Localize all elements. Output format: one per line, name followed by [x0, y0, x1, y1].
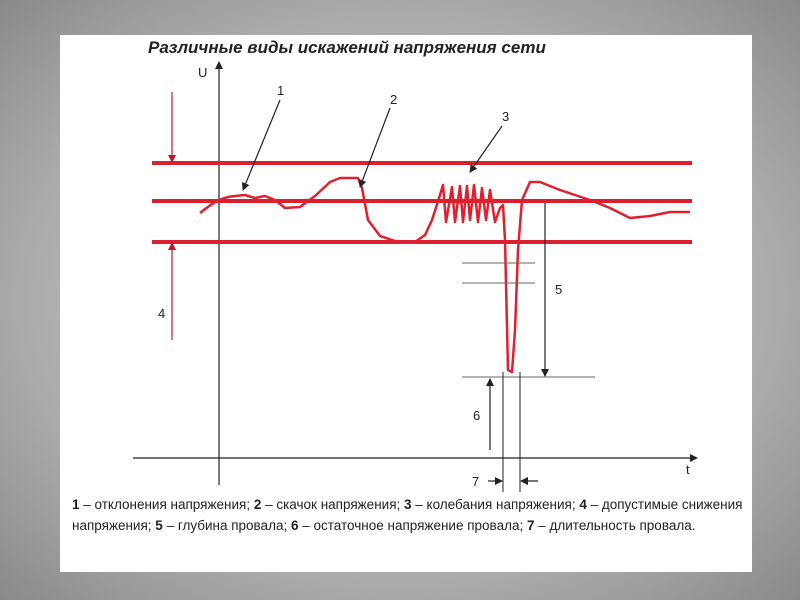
caption-text: – колебания напряжения; — [411, 497, 580, 512]
caption-number: 1 — [72, 497, 80, 512]
caption-text: – допустимые снижения напряжения; — [72, 497, 743, 533]
pointer-arrow — [469, 125, 503, 173]
marker-label: 7 — [472, 474, 479, 489]
caption-number: 4 — [579, 497, 587, 512]
x-axis-label: t — [686, 462, 690, 477]
caption: 1 – отклонения напряжения; 2 – скачок на… — [72, 494, 744, 536]
voltage-waveform — [199, 176, 690, 374]
marker-label: 3 — [502, 109, 509, 124]
caption-number: 3 — [404, 497, 412, 512]
caption-text: – длительность провала. — [534, 518, 696, 533]
marker-label: 5 — [555, 282, 562, 297]
caption-number: 5 — [155, 518, 163, 533]
marker-label: 4 — [158, 306, 165, 321]
marker-label: 1 — [277, 83, 284, 98]
pointer-arrow — [241, 99, 281, 191]
caption-number: 6 — [290, 518, 299, 533]
caption-text: – отклонения напряжения; — [79, 497, 254, 512]
caption-text: – остаточное напряжение провала; — [298, 518, 527, 533]
slide-panel — [60, 35, 752, 572]
caption-text: – глубина провала; — [162, 518, 291, 533]
marker-label: 2 — [390, 92, 397, 107]
caption-number: 7 — [526, 518, 535, 533]
y-axis-label: U — [198, 65, 207, 80]
caption-text: – скачок напряжения; — [261, 497, 405, 512]
marker-label: 6 — [473, 408, 480, 423]
pointer-arrow — [358, 107, 391, 188]
caption-number: 2 — [253, 497, 262, 512]
title: Различные виды искажений напряжения сети — [148, 38, 546, 57]
